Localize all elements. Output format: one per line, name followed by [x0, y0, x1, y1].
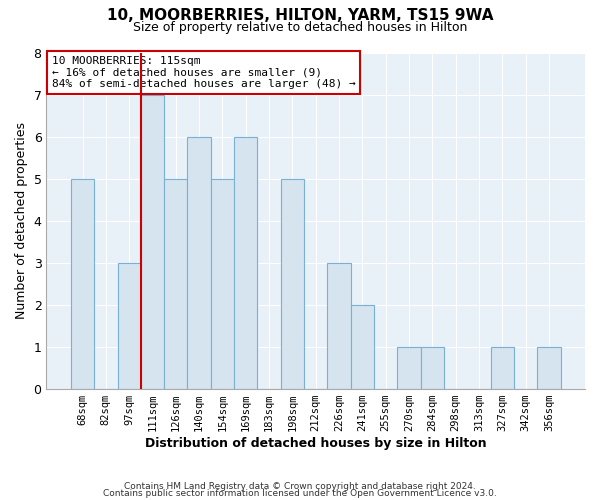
Bar [281, 178, 304, 389]
Bar [118, 263, 141, 389]
Text: Contains public sector information licensed under the Open Government Licence v3: Contains public sector information licen… [103, 490, 497, 498]
Bar [211, 178, 234, 389]
Bar [421, 347, 444, 389]
Bar [397, 347, 421, 389]
Bar [491, 347, 514, 389]
Text: Contains HM Land Registry data © Crown copyright and database right 2024.: Contains HM Land Registry data © Crown c… [124, 482, 476, 491]
Bar [71, 178, 94, 389]
Bar [234, 136, 257, 389]
Y-axis label: Number of detached properties: Number of detached properties [15, 122, 28, 320]
X-axis label: Distribution of detached houses by size in Hilton: Distribution of detached houses by size … [145, 437, 487, 450]
Bar [164, 178, 187, 389]
Bar [141, 94, 164, 389]
Text: 10 MOORBERRIES: 115sqm
← 16% of detached houses are smaller (9)
84% of semi-deta: 10 MOORBERRIES: 115sqm ← 16% of detached… [52, 56, 356, 89]
Text: Size of property relative to detached houses in Hilton: Size of property relative to detached ho… [133, 21, 467, 34]
Bar [350, 305, 374, 389]
Bar [187, 136, 211, 389]
Bar [537, 347, 560, 389]
Bar [328, 263, 350, 389]
Text: 10, MOORBERRIES, HILTON, YARM, TS15 9WA: 10, MOORBERRIES, HILTON, YARM, TS15 9WA [107, 8, 493, 22]
